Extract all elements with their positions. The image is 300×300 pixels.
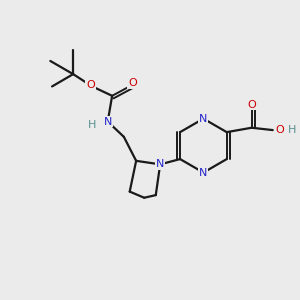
Text: H: H (288, 125, 296, 135)
Text: O: O (128, 78, 137, 88)
Text: N: N (156, 159, 164, 170)
Text: O: O (275, 125, 284, 135)
Text: N: N (103, 117, 112, 127)
Text: N: N (199, 168, 208, 178)
Text: N: N (199, 114, 208, 124)
Text: O: O (86, 80, 95, 90)
Text: H: H (88, 120, 97, 130)
Text: O: O (247, 100, 256, 110)
